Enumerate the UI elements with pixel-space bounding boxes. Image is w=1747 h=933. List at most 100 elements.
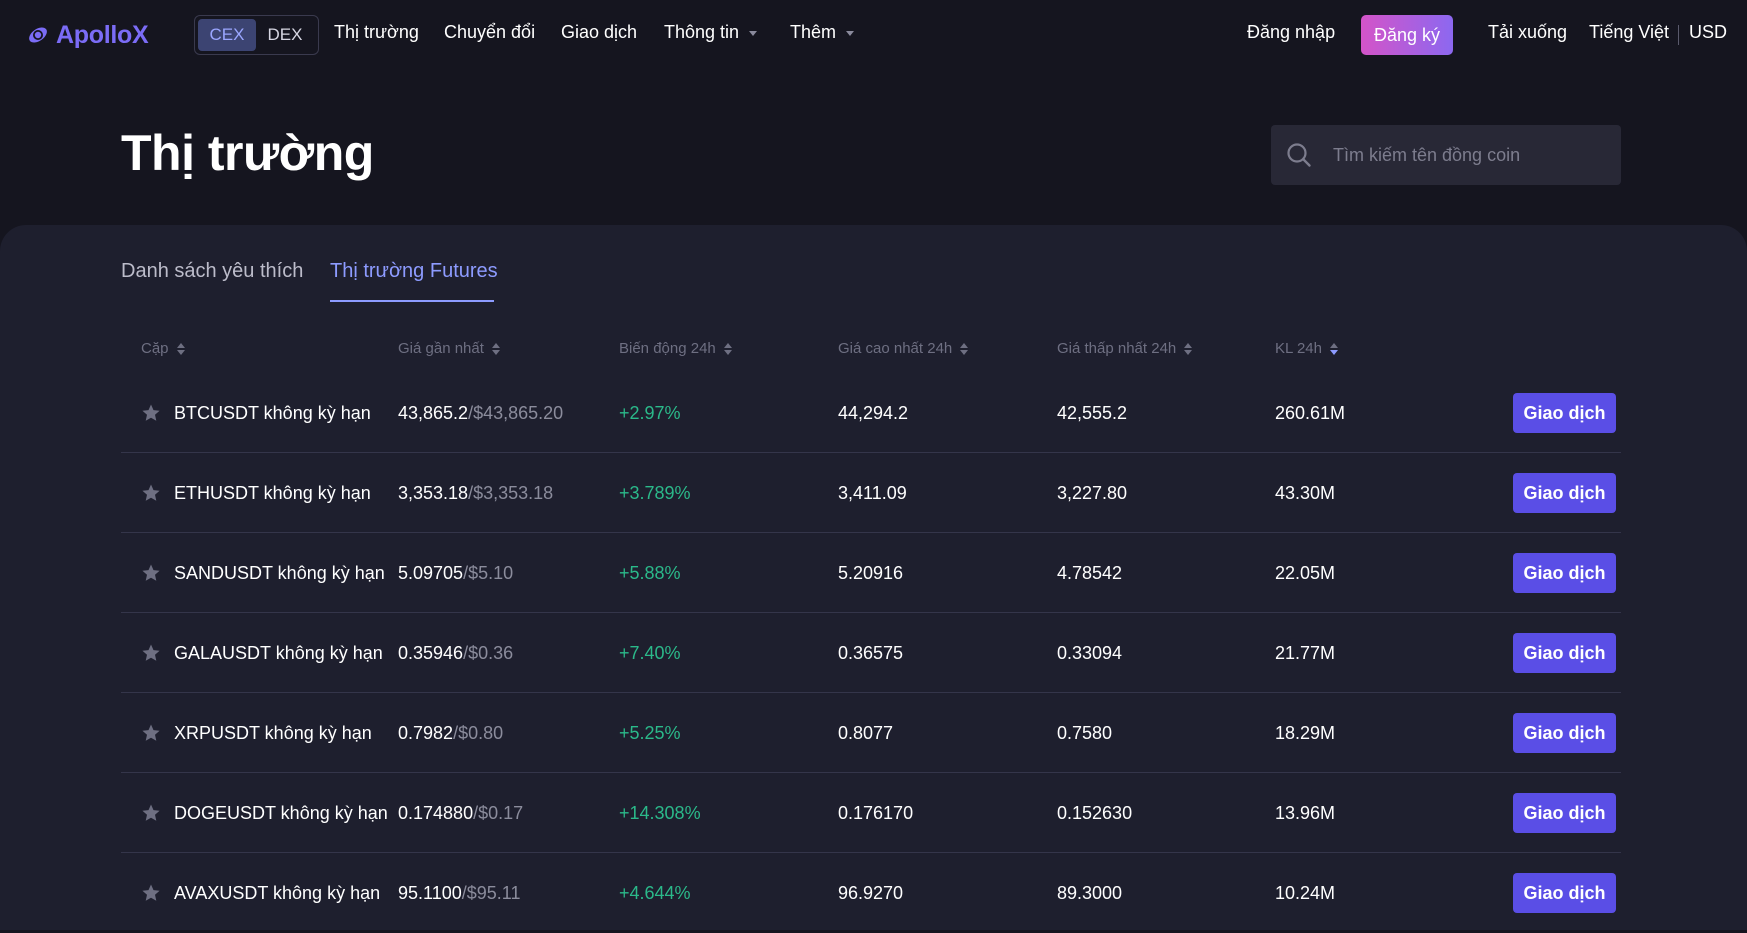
star-icon[interactable] — [141, 643, 161, 663]
toggle-dex[interactable]: DEX — [267, 25, 303, 44]
volume-24h: 21.77M — [1275, 642, 1336, 663]
nav-more[interactable]: Thêm — [790, 22, 855, 43]
low-24h: 89.3000 — [1057, 882, 1123, 903]
column-header-high[interactable]: Giá cao nhất 24h — [838, 340, 969, 357]
toggle-cex[interactable]: CEX — [198, 19, 256, 51]
last-price-usd: /$0.36 — [463, 642, 514, 663]
pair-cell: AVAXUSDT không kỳ hạn — [141, 853, 380, 933]
volume-24h: 260.61M — [1275, 402, 1346, 423]
star-icon[interactable] — [141, 883, 161, 903]
page-title: Thị trường — [121, 125, 374, 181]
pair-cell: SANDUSDT không kỳ hạn — [141, 533, 385, 613]
table-row[interactable]: DOGEUSDT không kỳ hạn 0.174880/$0.17 +14… — [121, 773, 1621, 853]
last-price-usd: /$95.11 — [461, 882, 521, 903]
nav-convert[interactable]: Chuyển đổi — [444, 22, 535, 43]
low-24h: 0.152630 — [1057, 802, 1133, 823]
last-price: 3,353.18 — [398, 482, 469, 503]
pair-cell: XRPUSDT không kỳ hạn — [141, 693, 372, 773]
high-24h: 5.20916 — [838, 562, 904, 583]
low-24h: 4.78542 — [1057, 562, 1123, 583]
currency-label: USD — [1689, 22, 1728, 42]
low-24h: 3,227.80 — [1057, 482, 1128, 503]
table-row[interactable]: BTCUSDT không kỳ hạn 43,865.2/$43,865.20… — [121, 373, 1621, 453]
signup-button[interactable]: Đăng ký — [1361, 15, 1453, 55]
table-row[interactable]: AVAXUSDT không kỳ hạn 95.1100/$95.11 +4.… — [121, 853, 1621, 933]
volume-24h: 22.05M — [1275, 562, 1336, 583]
column-header-label: Cặp — [141, 340, 169, 357]
brand-name: ApolloX — [56, 20, 149, 49]
active-tab-indicator — [330, 300, 494, 302]
tab-favorites[interactable]: Danh sách yêu thích — [121, 260, 304, 282]
pair-name: ETHUSDT không kỳ hạn — [174, 482, 371, 503]
low-24h: 0.7580 — [1057, 722, 1113, 743]
last-price-cell: 0.174880/$0.17 — [398, 773, 523, 853]
apollox-logo-icon — [29, 27, 47, 43]
search-input[interactable] — [1333, 144, 1603, 166]
tab-futures[interactable]: Thị trường Futures — [330, 260, 498, 282]
high-24h: 0.176170 — [838, 802, 914, 823]
high-24h: 96.9270 — [838, 882, 904, 903]
pair-cell: BTCUSDT không kỳ hạn — [141, 373, 371, 453]
search-box — [1271, 125, 1621, 185]
nav-info-label: Thông tin — [664, 22, 740, 42]
download-label: Tải xuống — [1488, 22, 1568, 42]
column-header-label: Giá thấp nhất 24h — [1057, 340, 1177, 357]
pair-name: GALAUSDT không kỳ hạn — [174, 642, 383, 663]
trade-button[interactable]: Giao dịch — [1513, 473, 1616, 513]
star-icon[interactable] — [141, 563, 161, 583]
low-24h: 42,555.2 — [1057, 402, 1128, 423]
star-icon[interactable] — [141, 803, 161, 823]
star-icon[interactable] — [141, 483, 161, 503]
trade-button[interactable]: Giao dịch — [1513, 393, 1616, 433]
nav-info[interactable]: Thông tin — [664, 22, 758, 43]
logo[interactable]: ApolloX — [26, 18, 149, 52]
last-price-cell: 0.7982/$0.80 — [398, 693, 503, 773]
nav-trade-label: Giao dịch — [561, 22, 638, 42]
sort-icon — [960, 342, 969, 355]
column-header-label: Giá cao nhất 24h — [838, 340, 953, 357]
column-header-change[interactable]: Biến động 24h — [619, 340, 732, 357]
last-price: 43,865.2 — [398, 402, 469, 423]
last-price-cell: 5.09705/$5.10 — [398, 533, 513, 613]
table-row[interactable]: GALAUSDT không kỳ hạn 0.35946/$0.36 +7.4… — [121, 613, 1621, 693]
currency-selector[interactable]: USD — [1689, 22, 1727, 43]
last-price-cell: 3,353.18/$3,353.18 — [398, 453, 553, 533]
column-header-pair[interactable]: Cặp — [141, 340, 185, 357]
language-selector[interactable]: Tiếng Việt — [1589, 22, 1669, 43]
last-price-usd: /$0.17 — [473, 802, 524, 823]
search-icon — [1287, 143, 1311, 167]
table-row[interactable]: SANDUSDT không kỳ hạn 5.09705/$5.10 +5.8… — [121, 533, 1621, 613]
high-24h: 44,294.2 — [838, 402, 909, 423]
login-button[interactable]: Đăng nhập — [1247, 22, 1335, 43]
pair-name: DOGEUSDT không kỳ hạn — [174, 802, 388, 823]
table-row[interactable]: ETHUSDT không kỳ hạn 3,353.18/$3,353.18 … — [121, 453, 1621, 533]
sort-desc-icon — [1330, 342, 1338, 355]
volume-24h: 18.29M — [1275, 722, 1336, 743]
last-price: 0.7982 — [398, 722, 454, 743]
column-header-low[interactable]: Giá thấp nhất 24h — [1057, 340, 1193, 357]
cex-dex-toggle: CEX DEX — [194, 15, 319, 55]
pair-name: AVAXUSDT không kỳ hạn — [174, 882, 381, 903]
download-link[interactable]: Tải xuống — [1488, 22, 1567, 43]
trade-button[interactable]: Giao dịch — [1513, 713, 1616, 753]
change-24h: +4.644% — [619, 882, 691, 903]
pair-cell: ETHUSDT không kỳ hạn — [141, 453, 371, 533]
nav-markets-label: Thị trường — [334, 22, 419, 42]
trade-button[interactable]: Giao dịch — [1513, 633, 1616, 673]
trade-button[interactable]: Giao dịch — [1513, 793, 1616, 833]
star-icon[interactable] — [141, 403, 161, 423]
column-header-volume[interactable]: KL 24h — [1275, 340, 1338, 357]
trade-button[interactable]: Giao dịch — [1513, 553, 1616, 593]
sort-icon — [491, 342, 500, 355]
column-header-last-price[interactable]: Giá gần nhất — [398, 340, 500, 357]
table-row[interactable]: XRPUSDT không kỳ hạn 0.7982/$0.80 +5.25%… — [121, 693, 1621, 773]
volume-24h: 10.24M — [1275, 882, 1336, 903]
nav-markets[interactable]: Thị trường — [334, 22, 419, 43]
change-24h: +5.88% — [619, 562, 681, 583]
nav-more-label: Thêm — [790, 22, 837, 42]
nav-convert-label: Chuyển đổi — [444, 22, 536, 42]
nav-trade[interactable]: Giao dịch — [561, 22, 637, 43]
sort-icon — [723, 342, 732, 355]
star-icon[interactable] — [141, 723, 161, 743]
trade-button[interactable]: Giao dịch — [1513, 873, 1616, 913]
